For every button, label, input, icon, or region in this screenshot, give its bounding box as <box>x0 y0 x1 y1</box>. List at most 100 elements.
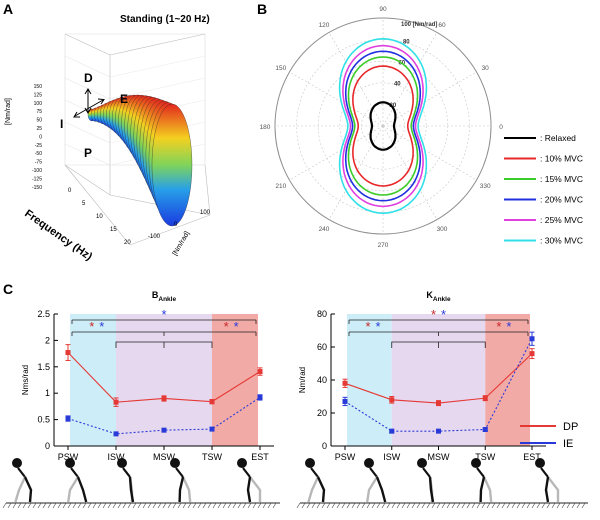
x-tick-label: TSW <box>475 452 496 462</box>
polar-angle-label: 60 <box>438 22 446 29</box>
panel-a-freq-label: Frequency (Hz) <box>22 208 94 264</box>
polar-spoke <box>382 125 477 181</box>
ground-hatch <box>242 502 247 509</box>
ground-hatch <box>426 502 431 509</box>
ground-hatch <box>17 502 22 509</box>
polar-angle-label: 240 <box>319 226 330 233</box>
polar-spoke <box>382 71 477 127</box>
data-point <box>389 428 395 434</box>
ground-hatch <box>336 502 341 509</box>
ground-hatch <box>381 502 386 509</box>
panel-a-z-tick: -100 <box>32 168 42 174</box>
ground-hatch <box>257 502 262 509</box>
ground-hatch <box>177 502 182 509</box>
polar-radial-label: 40 <box>394 82 401 88</box>
gait-leg-grey <box>249 476 262 502</box>
data-point <box>113 431 119 437</box>
ground-hatch <box>172 502 177 509</box>
ground-hatch <box>376 502 381 509</box>
gait-trunk <box>369 467 378 478</box>
y-tick-label: 40 <box>317 375 327 385</box>
ground-hatch <box>486 502 491 509</box>
ground-hatch <box>267 502 272 509</box>
ground-hatch <box>67 502 72 509</box>
data-point <box>161 427 167 433</box>
ground-hatch <box>247 502 252 509</box>
ground-hatch <box>481 502 486 509</box>
ground-hatch <box>511 502 516 509</box>
ground-hatch <box>356 502 361 509</box>
ground-hatch <box>346 502 351 509</box>
panel-a-z-tick: 50 <box>36 118 42 124</box>
ground-hatch <box>2 502 7 509</box>
ground-hatch <box>301 502 306 509</box>
data-point <box>65 350 71 356</box>
panel-a-xy-tick: -100 <box>148 234 161 240</box>
legend-label: : Relaxed <box>540 133 576 143</box>
ground-hatch <box>262 502 267 509</box>
panel-a-z-tick: 125 <box>34 92 43 98</box>
polar-spoke <box>382 32 438 127</box>
panel-a-z-tick: -75 <box>35 160 42 166</box>
gait-trunk <box>242 467 251 478</box>
ground-hatch <box>566 502 571 509</box>
gait-head <box>305 458 315 468</box>
panel-a-surface <box>87 94 193 227</box>
phase-band-late <box>485 314 530 446</box>
panel-a-freq-tick: 5 <box>82 201 86 207</box>
gait-leg-black <box>375 476 387 503</box>
sig-star-mid-left: * <box>376 319 381 334</box>
data-point <box>482 427 488 432</box>
gait-leg-grey <box>307 476 320 503</box>
x-tick-label: MSW <box>428 452 451 462</box>
ground-hatch <box>52 502 57 509</box>
ground-hatch <box>32 502 37 509</box>
legend-label: : 30% MVC <box>540 236 583 246</box>
ground-hatch <box>37 502 42 509</box>
panel-a-letter: A <box>3 1 13 17</box>
y-tick-label: 0.5 <box>37 415 50 425</box>
panel-a-z-tick: -150 <box>32 185 42 191</box>
ground-hatch <box>326 502 331 509</box>
polar-angle-label: 300 <box>437 226 448 233</box>
gait-head <box>535 458 545 468</box>
panel-a-z-tick: 0 <box>39 134 42 140</box>
polar-angle-label: 150 <box>275 65 286 72</box>
polar-angle-label: 270 <box>378 242 389 249</box>
gait-leg-black <box>128 476 135 503</box>
phase-band-pre <box>70 314 116 446</box>
ground-hatch <box>42 502 47 509</box>
series-line-ie <box>344 338 533 432</box>
panel-a-z-tick: -25 <box>35 143 42 149</box>
ground-hatch <box>252 502 257 509</box>
ground-hatch <box>232 502 237 509</box>
polar-angle-label: 90 <box>379 6 387 13</box>
sig-star-mid-right: * <box>224 319 229 334</box>
chart-k-ankle: 0 20 40 60 80 Nm/rad PSW ISW MSW TSW EST KAnkle * * * *… <box>298 290 546 462</box>
ground-hatch <box>147 502 152 509</box>
ground-hatch <box>576 502 581 509</box>
ground-hatch <box>237 502 242 509</box>
ground-hatch <box>476 502 481 509</box>
ground-hatch <box>12 502 17 509</box>
panel-a-xy-tick: 100 <box>200 210 211 216</box>
panel-a-dir-i: I <box>60 117 63 131</box>
polar-angle-label: 330 <box>480 183 491 190</box>
polar-grid-circle <box>339 82 427 170</box>
panel-a-z-label: [Nm/rad] <box>5 98 12 125</box>
x-tick-label: MSW <box>153 452 176 462</box>
data-point <box>257 369 263 375</box>
ground-hatch <box>27 502 32 509</box>
gait-head <box>417 458 427 468</box>
ground-hatch <box>92 502 97 509</box>
ground-hatch <box>471 502 476 509</box>
data-point <box>436 428 441 434</box>
ground-hatch <box>461 502 466 509</box>
y-tick-label: 0 <box>45 441 50 451</box>
ground-hatch <box>331 502 336 509</box>
panel-a-gridline <box>109 55 206 78</box>
ground-hatch <box>207 502 212 509</box>
ground-hatch <box>97 502 102 509</box>
polar-angle-label: 180 <box>260 124 271 131</box>
ground-hatch <box>581 502 586 509</box>
